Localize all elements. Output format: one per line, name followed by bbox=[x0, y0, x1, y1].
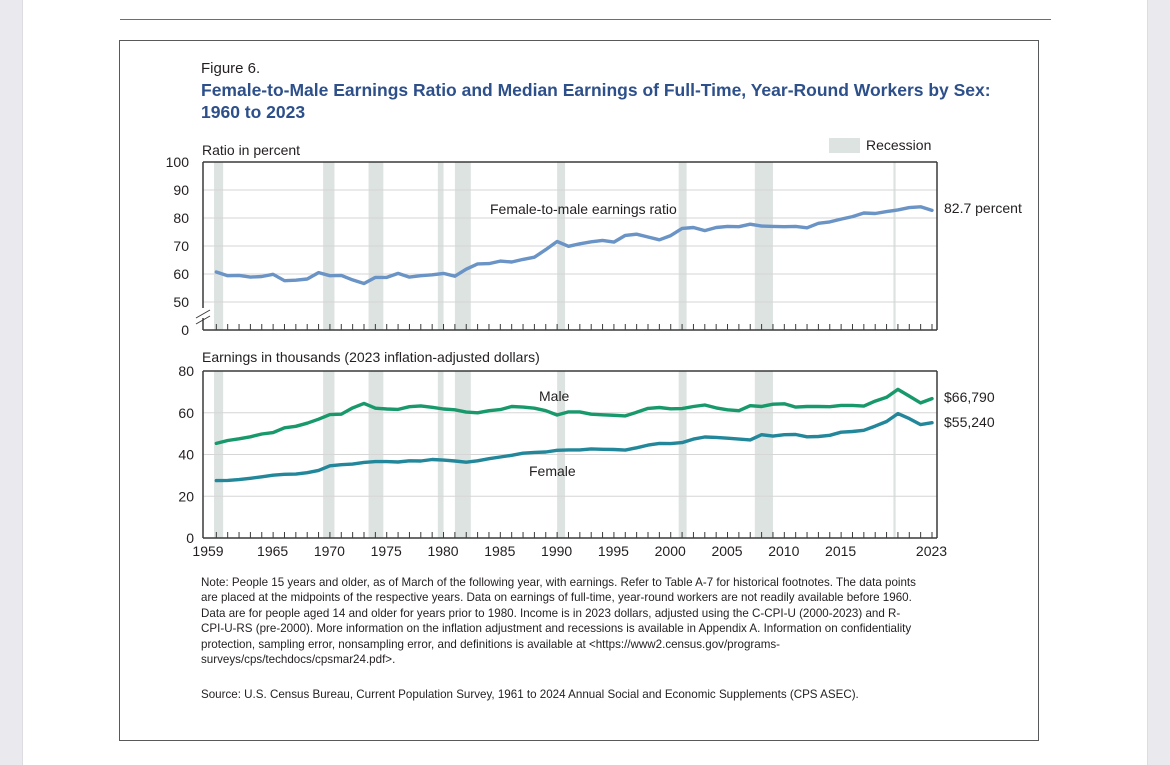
male-end-label: $66,790 bbox=[944, 389, 995, 405]
top-rule bbox=[120, 19, 1051, 20]
ratio-x-tick-marks bbox=[215, 324, 933, 330]
x-tick-label: 1980 bbox=[427, 543, 458, 559]
earnings-gridlines bbox=[203, 412, 937, 497]
x-tick-label: 1990 bbox=[541, 543, 572, 559]
axis-break-mark bbox=[195, 309, 211, 319]
earnings-y-tick-labels: 0 20 40 60 80 bbox=[178, 363, 194, 546]
female-series-line bbox=[214, 411, 934, 483]
figure-note: Note: People 15 years and older, as of M… bbox=[201, 576, 916, 667]
earnings-axes bbox=[202, 370, 938, 539]
earnings-y-tick-label: 80 bbox=[178, 363, 194, 379]
female-end-label: $55,240 bbox=[944, 414, 995, 430]
ratio-series-line bbox=[214, 205, 934, 286]
ratio-y-tick-label: 90 bbox=[173, 182, 189, 198]
ratio-y-tick-labels: 0 50 60 70 80 90 100 bbox=[166, 154, 190, 338]
x-tick-label: 1985 bbox=[484, 543, 515, 559]
ratio-y-tick-label: 70 bbox=[173, 238, 189, 254]
earnings-y-tick-label: 40 bbox=[178, 447, 194, 463]
ratio-y-axis-title: Ratio in percent bbox=[202, 142, 300, 158]
x-tick-label: 1995 bbox=[598, 543, 629, 559]
recession-legend-swatch bbox=[829, 138, 860, 153]
x-tick-label: 1965 bbox=[257, 543, 288, 559]
ratio-y-tick-label: 80 bbox=[173, 210, 189, 226]
x-tick-label: 2000 bbox=[655, 543, 686, 559]
x-tick-label: 2010 bbox=[768, 543, 799, 559]
earnings-y-tick-label: 60 bbox=[178, 405, 194, 421]
earnings-x-ticks: 1959 1965 1970 1975 1980 1985 1990 1995 2000 2005… bbox=[192, 532, 947, 559]
earnings-y-axis-title: Earnings in thousands (2023 inflation-ad… bbox=[202, 349, 540, 365]
figure-label: Figure 6. bbox=[201, 60, 261, 77]
figure-source: Source: U.S. Census Bureau, Current Popu… bbox=[201, 688, 859, 701]
ratio-end-label: 82.7 percent bbox=[944, 200, 1022, 216]
earnings-y-tick-label: 20 bbox=[178, 488, 194, 504]
x-tick-label: 2023 bbox=[916, 543, 947, 559]
male-series-line bbox=[214, 387, 934, 446]
earnings-y-tick-label: 0 bbox=[186, 530, 194, 546]
male-series-label: Male bbox=[539, 388, 570, 404]
ratio-y-tick-label: 60 bbox=[173, 266, 189, 282]
ratio-series-label: Female-to-male earnings ratio bbox=[490, 201, 677, 217]
ratio-panel: 0 50 60 70 80 90 100 Ratio in percent Recessio… bbox=[166, 137, 1022, 338]
recession-legend-label: Recession bbox=[866, 137, 931, 153]
page-gutter-right bbox=[1147, 0, 1170, 765]
female-series-label: Female bbox=[529, 463, 576, 479]
figure-title: Female-to-Male Earnings Ratio and Median… bbox=[201, 80, 991, 122]
x-tick-label: 1970 bbox=[314, 543, 345, 559]
ratio-y-tick-label: 50 bbox=[173, 294, 189, 310]
x-tick-label: 2015 bbox=[825, 543, 856, 559]
ratio-axes bbox=[195, 161, 938, 331]
page-gutter-left bbox=[0, 0, 23, 765]
ratio-y-tick-label: 100 bbox=[166, 154, 190, 170]
figure-frame bbox=[119, 40, 1039, 741]
ratio-y-tick-label: 0 bbox=[181, 322, 189, 338]
x-tick-label: 1975 bbox=[371, 543, 402, 559]
x-tick-label: 1959 bbox=[192, 543, 223, 559]
x-tick-label: 2005 bbox=[711, 543, 742, 559]
